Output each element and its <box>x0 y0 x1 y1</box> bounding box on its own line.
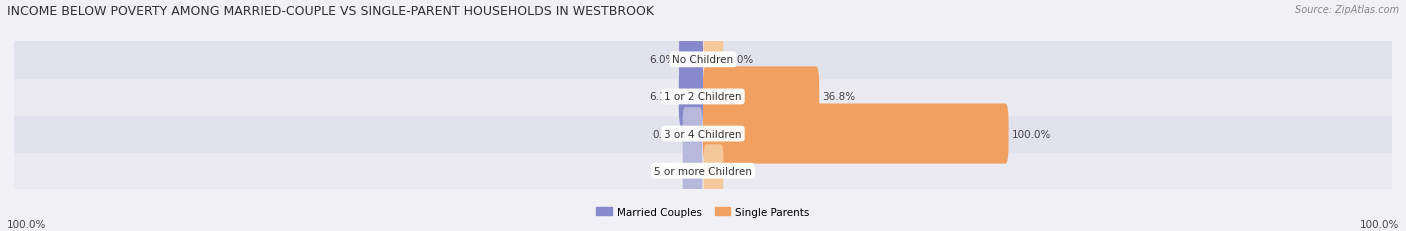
Text: 1 or 2 Children: 1 or 2 Children <box>664 92 742 102</box>
Text: No Children: No Children <box>672 55 734 65</box>
FancyBboxPatch shape <box>683 108 703 160</box>
FancyBboxPatch shape <box>703 34 723 86</box>
Text: 100.0%: 100.0% <box>1011 129 1050 139</box>
Text: 6.0%: 6.0% <box>650 55 676 65</box>
Bar <box>14 79 1392 116</box>
Text: 0.0%: 0.0% <box>727 55 754 65</box>
Text: 0.0%: 0.0% <box>727 166 754 176</box>
Text: 0.0%: 0.0% <box>652 166 679 176</box>
Text: 0.0%: 0.0% <box>652 129 679 139</box>
Text: 6.1%: 6.1% <box>650 92 676 102</box>
FancyBboxPatch shape <box>683 145 703 197</box>
Bar <box>14 152 1392 189</box>
Bar <box>14 42 1392 79</box>
FancyBboxPatch shape <box>703 67 820 127</box>
Text: 100.0%: 100.0% <box>1360 219 1399 229</box>
Bar <box>14 116 1392 152</box>
Text: Source: ZipAtlas.com: Source: ZipAtlas.com <box>1295 5 1399 15</box>
Text: 5 or more Children: 5 or more Children <box>654 166 752 176</box>
Text: 36.8%: 36.8% <box>823 92 855 102</box>
FancyBboxPatch shape <box>679 67 703 127</box>
Text: 3 or 4 Children: 3 or 4 Children <box>664 129 742 139</box>
FancyBboxPatch shape <box>703 104 1008 164</box>
FancyBboxPatch shape <box>703 145 723 197</box>
Text: INCOME BELOW POVERTY AMONG MARRIED-COUPLE VS SINGLE-PARENT HOUSEHOLDS IN WESTBRO: INCOME BELOW POVERTY AMONG MARRIED-COUPL… <box>7 5 654 18</box>
FancyBboxPatch shape <box>679 30 703 90</box>
Text: 100.0%: 100.0% <box>7 219 46 229</box>
Legend: Married Couples, Single Parents: Married Couples, Single Parents <box>596 207 810 217</box>
